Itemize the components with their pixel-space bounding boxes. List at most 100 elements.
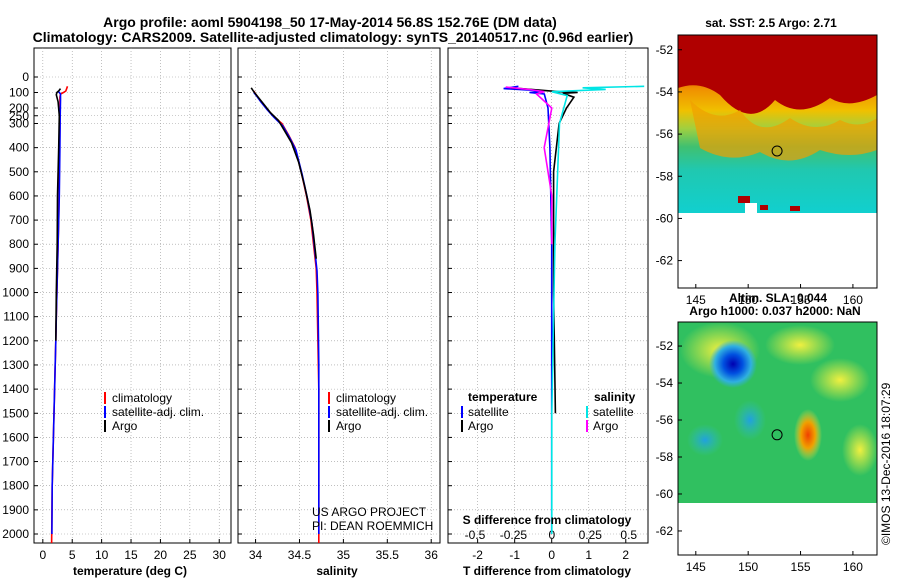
map-y-tick-label: -54 — [656, 376, 674, 390]
salinity-axis-label: salinity — [316, 564, 358, 578]
x-tick-label: 35 — [337, 548, 351, 562]
salinity-legend: climatology satellite-adj. clim. Argo — [328, 391, 428, 433]
depth-tick-label: 500 — [9, 165, 29, 179]
difference-legend-temperature: temperature satellite Argo — [461, 390, 538, 433]
sst-map-frame — [677, 34, 878, 289]
map-x-tick-label: 160 — [843, 293, 863, 307]
legend-swatch-argo — [104, 420, 106, 432]
x-tick-label: -2 — [472, 548, 483, 562]
depth-tick-label: 1100 — [3, 310, 29, 324]
depth-tick-label: 1600 — [2, 430, 29, 444]
t-difference-axis-label: T difference from climatology — [463, 564, 631, 578]
x-tick-label: 2 — [622, 548, 629, 562]
map-y-tick-label: -62 — [656, 524, 674, 538]
x-tick-label: 34.5 — [288, 548, 312, 562]
sst-map-ticks: 145 150 155 160 -52 -54 -56 -58 -60 -62 — [656, 43, 864, 307]
argo-float-marker — [771, 429, 783, 441]
x-tick-label: 1 — [585, 548, 592, 562]
salinity-line-satellite-adj-clim- — [253, 91, 320, 534]
map-y-tick-label: -60 — [656, 487, 674, 501]
x2-tick-label: 0.5 — [620, 528, 637, 542]
sla-anomaly — [810, 358, 870, 402]
map-x-tick-label: 155 — [791, 560, 811, 574]
map-x-tick-label: 145 — [686, 293, 706, 307]
legend-swatch-t-argo — [461, 420, 463, 432]
depth-tick-label: 0 — [22, 70, 29, 84]
salinity-line-argo — [250, 87, 317, 259]
sla-map-title: Altim. SLA: 0.044 — [729, 291, 827, 305]
x-tick-label: 34 — [249, 548, 263, 562]
x-tick-label: 30 — [213, 548, 227, 562]
x-tick-label: 20 — [154, 548, 168, 562]
legend-swatch-s-satellite — [586, 406, 588, 418]
depth-tick-label: 900 — [9, 261, 29, 275]
sst-warm-band — [678, 35, 877, 114]
depth-tick-label: 700 — [9, 213, 29, 227]
depth-tick-label: 300 — [9, 117, 29, 131]
salinity-series — [250, 87, 320, 543]
map-x-tick-label: 150 — [738, 293, 758, 307]
x-tick-label: 36 — [425, 548, 439, 562]
depth-tick-label: 200 — [9, 101, 29, 115]
depth-tick-label: 1000 — [2, 286, 29, 300]
sst-no-data — [678, 213, 877, 288]
sst-land-speck — [745, 203, 757, 213]
map-y-tick-label: -56 — [656, 413, 674, 427]
map-y-tick-label: -58 — [656, 169, 674, 183]
depth-tick-label: 1800 — [2, 479, 29, 493]
depth-tick-label: 600 — [9, 189, 29, 203]
sst-mid-band — [690, 100, 877, 161]
legend-swatch-climatology — [328, 392, 330, 404]
map-y-tick-label: -54 — [656, 85, 674, 99]
map-y-tick-label: -56 — [656, 127, 674, 141]
map-y-tick-label: -52 — [656, 339, 674, 353]
depth-tick-label: 1400 — [2, 382, 29, 396]
difference-line-s-satellite — [550, 85, 645, 534]
difference-legend-salinity: salinity satellite Argo — [586, 390, 636, 433]
legend-label-climatology: climatology — [336, 391, 396, 405]
x-tick-label: -1 — [509, 548, 520, 562]
map-x-tick-label: 155 — [791, 293, 811, 307]
depth-tick-label: 1900 — [2, 503, 29, 517]
depth-tick-label: 800 — [9, 237, 29, 251]
temperature-panel-frame — [33, 47, 232, 544]
grid-lines — [34, 48, 648, 543]
map-x-tick-label: 145 — [686, 560, 706, 574]
depth-tick-label: 100 — [9, 86, 29, 100]
temperature-line-argo — [55, 88, 62, 341]
legend-heading-salinity: salinity — [594, 390, 636, 404]
sla-no-data — [678, 503, 877, 555]
x-tick-label: 35.5 — [376, 548, 400, 562]
sla-map-image — [677, 321, 878, 556]
sst-land-speck — [790, 206, 800, 211]
legend-label-satellite: satellite-adj. clim. — [112, 405, 204, 419]
x-tick-label: 0 — [39, 548, 46, 562]
legend-label-s-argo: Argo — [593, 419, 619, 433]
map-x-tick-label: 150 — [738, 560, 758, 574]
difference-line-s-argo — [505, 86, 553, 245]
sla-cold-eddy — [687, 424, 723, 456]
depth-tick-label: 1500 — [2, 406, 29, 420]
temperature-legend: climatology satellite-adj. clim. Argo — [104, 391, 204, 433]
map-y-tick-label: -62 — [656, 254, 674, 268]
temperature-series — [50, 86, 69, 543]
x-tick-label: 0 — [548, 548, 555, 562]
difference-panel-frame — [447, 47, 649, 544]
difference-line-t-argo — [510, 87, 578, 414]
legend-label-t-satellite: satellite — [468, 405, 509, 419]
x2-tick-label: 0 — [549, 528, 556, 542]
map-x-tick-label: 160 — [843, 560, 863, 574]
imos-watermark: ©IMOS 13-Dec-2016 18:07:29 — [879, 382, 893, 545]
x-tick-label: 5 — [69, 548, 76, 562]
sla-map-subtitle: Argo h1000: 0.037 h2000: NaN — [689, 304, 860, 318]
sst-map-title: sat. SST: 2.5 Argo: 2.71 — [705, 16, 837, 30]
legend-swatch-satellite — [328, 406, 330, 418]
salinity-panel-frame — [237, 47, 441, 544]
legend-label-argo: Argo — [336, 419, 362, 433]
x-tick-label: 10 — [95, 548, 109, 562]
sst-land-speck — [738, 196, 750, 203]
depth-tick-label: 250 — [9, 109, 29, 123]
legend-swatch-satellite — [104, 406, 106, 418]
